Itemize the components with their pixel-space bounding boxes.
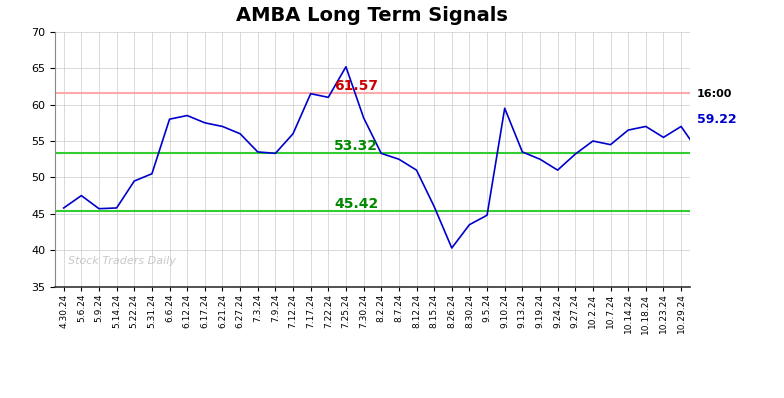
Title: AMBA Long Term Signals: AMBA Long Term Signals: [237, 6, 508, 25]
Text: 16:00: 16:00: [697, 89, 732, 99]
Text: 59.22: 59.22: [697, 113, 736, 126]
Text: 53.32: 53.32: [334, 139, 379, 153]
Text: 45.42: 45.42: [334, 197, 379, 211]
Text: 61.57: 61.57: [334, 79, 379, 93]
Text: Stock Traders Daily: Stock Traders Daily: [67, 256, 176, 266]
